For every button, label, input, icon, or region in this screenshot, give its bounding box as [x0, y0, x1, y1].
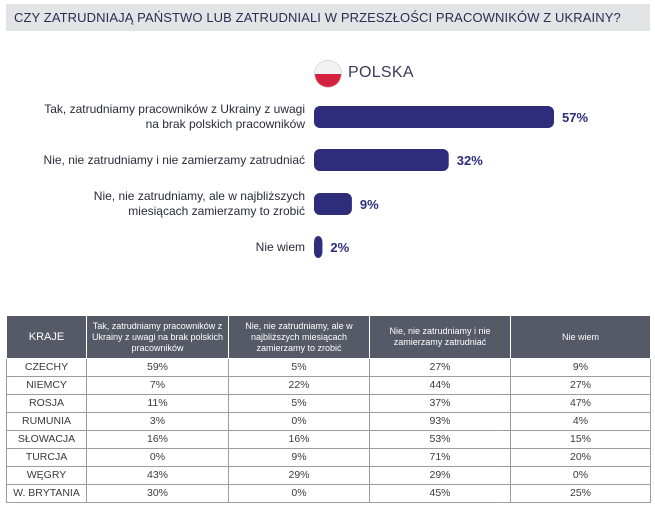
value-cell: 29%: [369, 466, 511, 485]
bar-2: [314, 193, 352, 215]
value-cell: 5%: [228, 358, 370, 377]
value-cell: 25%: [510, 484, 651, 503]
value-cell: 53%: [369, 430, 511, 449]
bar-category-line: Nie, nie zatrudniamy i nie zamierzamy za…: [43, 152, 305, 167]
bar-value-label-1: 32%: [457, 153, 483, 168]
value-cell: 15%: [510, 430, 651, 449]
bar-1: [314, 149, 449, 171]
value-cell: 11%: [86, 394, 229, 413]
table-row: TURCJA 0% 9% 71% 20%: [6, 448, 651, 467]
value-cell: 29%: [228, 466, 370, 485]
country-cell: SŁOWACJA: [6, 430, 87, 449]
table-row: WĘGRY 43% 29% 29% 0%: [6, 466, 651, 485]
table-header-cell: Nie, nie zatrudniamy i nie zamierzamy za…: [369, 315, 511, 359]
bar-value-label-0: 57%: [562, 110, 588, 125]
bar-category-label-2: Nie, nie zatrudniamy, ale w najbliższych…: [15, 189, 305, 219]
value-cell: 93%: [369, 412, 511, 431]
value-cell: 27%: [369, 358, 511, 377]
country-cell: TURCJA: [6, 448, 87, 467]
country-label: POLSKA: [348, 64, 414, 81]
country-cell: ROSJA: [6, 394, 87, 413]
value-cell: 5%: [228, 394, 370, 413]
value-cell: 47%: [510, 394, 651, 413]
table-header-row: KRAJE Tak, zatrudniamy pracowników z Ukra…: [6, 315, 651, 359]
bar-category-label-1: Nie, nie zatrudniamy i nie zamierzamy za…: [15, 153, 305, 168]
value-cell: 0%: [228, 484, 370, 503]
countries-table: KRAJE Tak, zatrudniamy pracowników z Ukra…: [6, 315, 651, 503]
value-cell: 44%: [369, 376, 511, 395]
table-header-cell: Nie wiem: [510, 315, 651, 359]
country-cell: W. BRYTANIA: [6, 484, 87, 503]
value-cell: 0%: [86, 448, 229, 467]
value-cell: 16%: [86, 430, 229, 449]
chart-title: CZY ZATRUDNIAJĄ PAŃSTWO LUB ZATRUDNIALI …: [6, 4, 650, 31]
bar-category-line: miesiącach zamierzamy to zrobić: [128, 204, 305, 218]
value-cell: 20%: [510, 448, 651, 467]
table-header-cell: Tak, zatrudniamy pracowników z Ukrainy z…: [86, 315, 229, 359]
bar-0: [314, 106, 554, 128]
value-cell: 59%: [86, 358, 229, 377]
bar-value-label-3: 2%: [330, 240, 349, 255]
value-cell: 0%: [510, 466, 651, 485]
table-header-cell: Nie, nie zatrudniamy, ale w najbliższych…: [228, 315, 370, 359]
value-cell: 27%: [510, 376, 651, 395]
table-row: W. BRYTANIA 30% 0% 45% 25%: [6, 484, 651, 503]
value-cell: 4%: [510, 412, 651, 431]
bar-category-label-0: Tak, zatrudniamy pracowników z Ukrainy z…: [15, 102, 305, 132]
value-cell: 7%: [86, 376, 229, 395]
value-cell: 9%: [510, 358, 651, 377]
table-row: ROSJA 11% 5% 37% 47%: [6, 394, 651, 413]
table-row: SŁOWACJA 16% 16% 53% 15%: [6, 430, 651, 449]
bar-3: [314, 236, 323, 258]
value-cell: 0%: [228, 412, 370, 431]
bar-category-line: Nie wiem: [255, 239, 305, 254]
bar-category-label-3: Nie wiem: [15, 240, 305, 255]
bar-category-line: Tak, zatrudniamy pracowników z Ukrainy z…: [44, 102, 305, 116]
value-cell: 9%: [228, 448, 370, 467]
value-cell: 45%: [369, 484, 511, 503]
value-cell: 30%: [86, 484, 229, 503]
country-cell: NIEMCY: [6, 376, 87, 395]
bar-chart: 57% 32% 9% 2%: [314, 106, 588, 258]
bar-category-line: Nie, nie zatrudniamy, ale w najbliższych: [93, 189, 305, 203]
bar-value-label-2: 9%: [360, 197, 379, 212]
country-cell: CZECHY: [6, 358, 87, 377]
value-cell: 71%: [369, 448, 511, 467]
poland-flag-icon: [315, 61, 341, 87]
value-cell: 16%: [228, 430, 370, 449]
value-cell: 22%: [228, 376, 370, 395]
value-cell: 37%: [369, 394, 511, 413]
bar-category-line: na brak polskich pracowników: [145, 117, 305, 131]
value-cell: 43%: [86, 466, 229, 485]
table-row: RUMUNIA 3% 0% 93% 4%: [6, 412, 651, 431]
country-cell: WĘGRY: [6, 466, 87, 485]
table-row: CZECHY 59% 5% 27% 9%: [6, 358, 651, 377]
table-row: NIEMCY 7% 22% 44% 27%: [6, 376, 651, 395]
value-cell: 3%: [86, 412, 229, 431]
table-header-cell: KRAJE: [6, 315, 87, 359]
country-cell: RUMUNIA: [6, 412, 87, 431]
